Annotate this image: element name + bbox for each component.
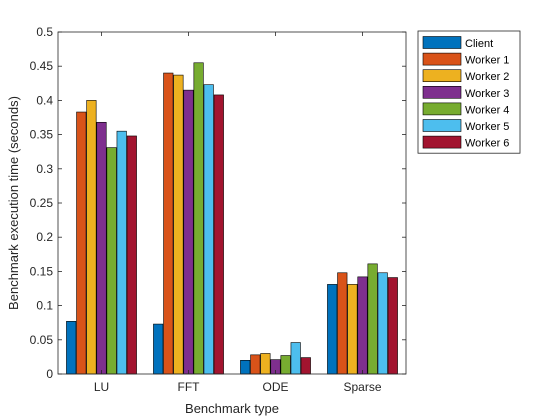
x-ticks: LU FFT ODE Sparse: [94, 32, 382, 394]
x-axis-label: Benchmark type: [185, 401, 279, 416]
y-tick-label: 0: [46, 367, 53, 381]
bar-lu-series-1: [66, 321, 77, 375]
bar-sparse-series-7: [387, 277, 398, 375]
y-tick-label: 0.45: [30, 59, 54, 73]
x-tick-label: ODE: [262, 380, 288, 394]
legend-entry: Worker 4: [465, 104, 509, 116]
y-tick-label: 0.05: [30, 333, 54, 347]
y-ticks: 0 0.05 0.1 0.15 0.2 0.25 0.3 0.35 0.4 0.45 0.5: [30, 25, 406, 381]
legend-entry: Worker 5: [465, 121, 509, 133]
legend-swatch: [422, 36, 462, 49]
bar-sparse-series-1: [327, 284, 338, 375]
legend: Client Worker 1 Worker 2 Worker 3 Worker 4 Wo…: [417, 30, 521, 154]
y-tick-label: 0.3: [36, 162, 53, 176]
bar-fft-series-4: [183, 89, 194, 375]
y-tick-label: 0.1: [36, 299, 53, 313]
bar-fft-series-2: [163, 72, 174, 375]
x-tick-label: LU: [94, 380, 109, 394]
legend-entry: Worker 2: [465, 71, 509, 83]
legend-swatch: [422, 69, 462, 82]
bar-sparse-series-3: [347, 284, 358, 375]
legend-entry: Worker 6: [465, 138, 509, 150]
y-tick-label: 0.5: [36, 25, 53, 39]
bar-ode-series-6: [290, 342, 301, 375]
bar-sparse-series-2: [337, 272, 348, 375]
bar-ode-series-5: [280, 355, 291, 375]
bar-fft-series-3: [173, 74, 184, 375]
y-tick-label: 0.25: [30, 196, 54, 210]
y-tick-label: 0.2: [36, 230, 53, 244]
bar-lu-series-6: [116, 130, 127, 375]
y-tick-label: 0.4: [36, 93, 53, 107]
x-tick-label: FFT: [178, 380, 201, 394]
bar-lu-series-3: [86, 100, 97, 375]
bar-lu-series-2: [76, 111, 87, 375]
bar-fft-series-7: [213, 94, 224, 375]
legend-swatch: [422, 102, 462, 116]
bar-ode-series-2: [250, 354, 261, 375]
bar-ode-series-1: [240, 360, 251, 375]
bar-lu-series-4: [96, 121, 107, 375]
bar-ode-series-7: [300, 357, 311, 375]
legend-swatch: [422, 135, 462, 149]
bar-lu-series-5: [106, 147, 117, 375]
legend-swatch: [422, 86, 462, 99]
bar-fft-series-5: [193, 62, 204, 375]
legend-entry: Worker 1: [465, 55, 509, 67]
legend-entry: Client: [465, 38, 493, 50]
bar-fft-series-1: [153, 323, 164, 375]
y-tick-label: 0.35: [30, 128, 54, 142]
bar-fft-series-6: [203, 84, 214, 375]
y-tick-label: 0.15: [30, 264, 54, 278]
legend-swatch: [422, 119, 462, 132]
legend-swatch: [422, 52, 462, 66]
x-tick-label: Sparse: [343, 380, 381, 394]
y-axis-label: Benchmark execution time (seconds): [6, 96, 21, 310]
bar-lu-series-7: [126, 135, 137, 375]
legend-entry: Worker 3: [465, 88, 509, 100]
bar-sparse-series-5: [367, 263, 378, 375]
bar-ode-series-3: [260, 353, 271, 375]
bar-sparse-series-6: [377, 272, 388, 375]
bar-sparse-series-4: [357, 276, 368, 375]
